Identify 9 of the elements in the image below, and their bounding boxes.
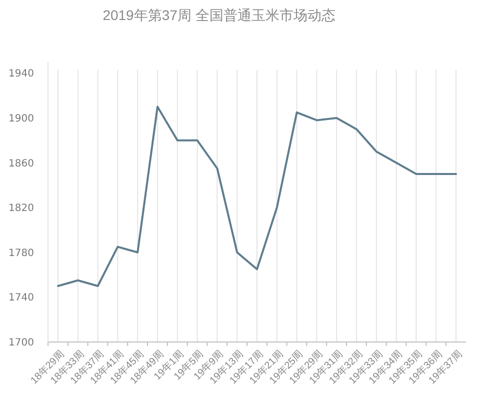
- y-tick-label: 1820: [8, 203, 34, 214]
- y-tick-label: 1780: [8, 248, 34, 259]
- y-tick-label: 1700: [8, 338, 34, 348]
- y-tick-label: 1940: [8, 68, 34, 80]
- y-tick-label: 1740: [8, 292, 34, 304]
- y-tick-label: 1860: [8, 158, 34, 170]
- chart-title: 2019年第37周 全国普通玉米市场动态: [102, 7, 336, 23]
- line-series: [57, 106, 457, 287]
- y-tick-label: 1900: [8, 114, 34, 124]
